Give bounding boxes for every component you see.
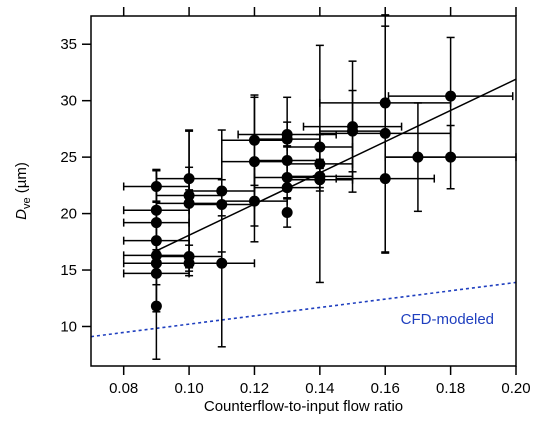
- y-tick-label: 30: [60, 93, 77, 110]
- data-point: [347, 125, 359, 137]
- y-axis-title-sub: ve: [21, 197, 33, 209]
- y-tick-label: 15: [60, 262, 77, 279]
- data-point-group: [286, 167, 354, 192]
- data-point: [281, 206, 293, 218]
- plot-layer: [90, 14, 517, 360]
- x-axis-title: Counterflow-to-input flow ratio: [204, 398, 403, 415]
- data-point: [445, 151, 457, 163]
- y-tick-label: 10: [60, 318, 77, 335]
- x-tick-label: 0.12: [240, 380, 269, 397]
- x-axis: 0.08 0.10 0.12 0.14 0.16 0.18 0.20: [109, 7, 531, 397]
- data-point: [216, 257, 228, 269]
- data-point: [150, 300, 162, 312]
- y-tick-label: 20: [60, 206, 77, 223]
- y-tick-label: 35: [60, 36, 77, 53]
- data-point: [281, 182, 293, 194]
- y-tick-label: 25: [60, 149, 77, 166]
- y-axis: 10 15 20 25 30 35: [60, 36, 91, 335]
- data-point: [248, 195, 260, 207]
- data-point-group: [188, 178, 256, 348]
- y-axis-title: Dve (µm): [13, 162, 33, 220]
- y-axis-title-main: D: [13, 209, 30, 220]
- data-point: [314, 158, 326, 170]
- x-tick-label: 0.14: [305, 380, 334, 397]
- cfd-annotation: CFD-modeled: [401, 311, 494, 328]
- x-tick-label: 0.18: [436, 380, 465, 397]
- x-tick-label: 0.16: [371, 380, 400, 397]
- x-tick-label: 0.10: [174, 380, 203, 397]
- data-point-group: [150, 252, 162, 360]
- x-tick-label: 0.20: [501, 380, 530, 397]
- data-point: [281, 133, 293, 145]
- data-point-group: [286, 44, 354, 284]
- data-point-group: [281, 197, 293, 228]
- data-point: [445, 90, 457, 102]
- linear-fit-line: [156, 78, 517, 252]
- y-axis-title-unit: (µm): [13, 162, 30, 197]
- data-point: [379, 173, 391, 185]
- plot-frame: [90, 15, 517, 367]
- x-tick-label: 0.08: [109, 380, 138, 397]
- data-point: [314, 174, 326, 186]
